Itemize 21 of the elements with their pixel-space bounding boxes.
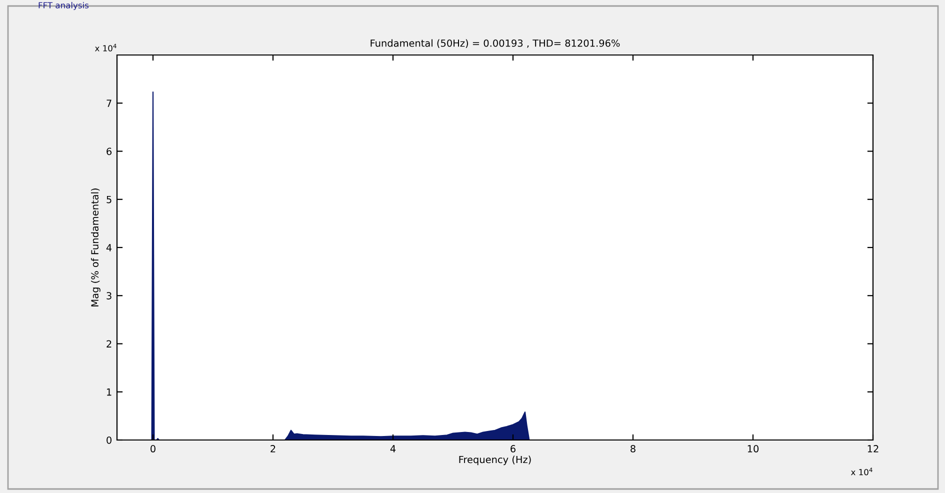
y-tick-label: 4 xyxy=(106,244,112,252)
y-tick-label: 1 xyxy=(107,388,112,396)
x-tick-label: 8 xyxy=(630,445,636,452)
x-tick-label: 12 xyxy=(868,445,878,452)
x-axis-title: Frequency (Hz) xyxy=(459,456,531,466)
y-tick-label: 3 xyxy=(106,292,112,300)
x-tick-label: 0 xyxy=(150,445,156,452)
y-tick-label: 0 xyxy=(106,436,112,444)
text: FFT analysis xyxy=(38,2,89,10)
chart-title: Fundamental (50Hz) = 0.00193 , THD= 81201.96% xyxy=(370,39,620,48)
x-tick-label: 10 xyxy=(748,445,759,452)
x-tick-label: 4 xyxy=(390,445,396,452)
x-tick-label: 2 xyxy=(270,445,276,452)
x-tick-label: 6 xyxy=(510,445,516,452)
text: x 10$^{4}$ xyxy=(94,44,116,52)
y-tick-label: 5 xyxy=(106,196,112,204)
text: x 10$^{4}$ xyxy=(850,468,872,476)
y-axis-title: Mag (% of Fundamental) xyxy=(90,188,100,306)
y-tick-label: 6 xyxy=(106,148,112,156)
y-tick-label: 7 xyxy=(106,100,112,107)
y-tick-label: 2 xyxy=(106,340,112,348)
